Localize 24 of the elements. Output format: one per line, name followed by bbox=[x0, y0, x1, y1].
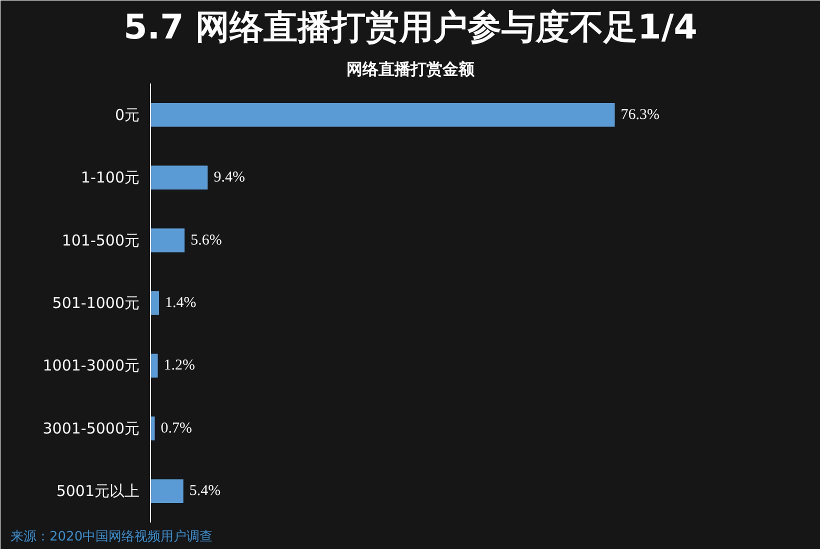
data-label: 1.2% bbox=[164, 358, 196, 374]
bar bbox=[150, 102, 615, 127]
bar bbox=[150, 416, 155, 440]
chart-title: 5.7 网络直播打赏用户参与度不足1/4 bbox=[124, 8, 698, 48]
y-tick-label: 1-100元 bbox=[80, 168, 140, 187]
bar bbox=[150, 228, 185, 252]
data-label: 5.4% bbox=[189, 483, 221, 500]
chart-subtitle: 网络直播打赏金额 bbox=[346, 60, 476, 78]
data-label: 1.4% bbox=[165, 295, 196, 311]
y-tick-label: 1001-3000元 bbox=[42, 356, 140, 375]
bar bbox=[150, 354, 158, 378]
bar bbox=[150, 166, 208, 190]
y-tick-label: 501-1000元 bbox=[52, 294, 140, 312]
y-tick-label: 3001-5000元 bbox=[42, 419, 140, 438]
y-tick-label: 101-500元 bbox=[62, 231, 140, 250]
bar bbox=[150, 479, 184, 504]
bar bbox=[150, 291, 160, 315]
data-label: 9.4% bbox=[214, 170, 245, 186]
y-tick-label: 5001元以上 bbox=[56, 482, 140, 500]
data-label: 0.7% bbox=[160, 420, 192, 436]
y-tick-label: 0元 bbox=[114, 106, 140, 124]
source-note: 来源：2020中国网络视频用户调查 bbox=[10, 530, 213, 544]
data-label: 76.3% bbox=[620, 106, 660, 123]
data-label: 5.6% bbox=[190, 232, 222, 248]
